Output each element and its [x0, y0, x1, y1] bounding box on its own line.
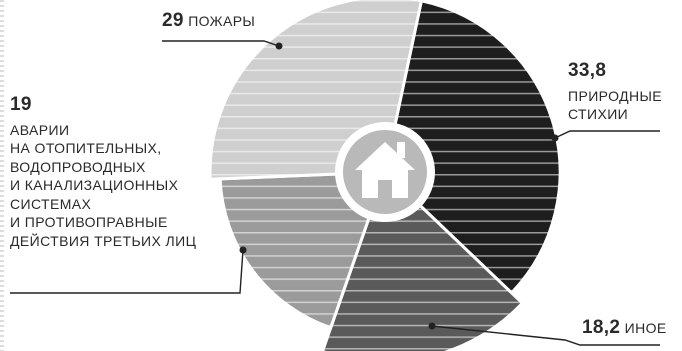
slice-nature-border [383, 0, 562, 296]
leader-nature-dot [551, 134, 559, 142]
label-nature: 33,8 ПРИРОДНЫЕ СТИХИИ [568, 60, 662, 124]
slice-accidents-border [218, 170, 388, 330]
leader-fires-dot [275, 42, 283, 50]
side-decoration-strip [0, 0, 4, 351]
leader-nature [554, 130, 660, 139]
nature-text-line2: СТИХИИ [568, 106, 629, 122]
label-accidents: 19 АВАРИИ НА ОТОПИТЕЛЬНЫХ, ВОДОПРОВОДНЫХ… [10, 94, 196, 251]
leader-other-dot [428, 322, 436, 330]
accidents-line: ВОДОПРОВОДНЫХ [10, 158, 146, 175]
accidents-value: 19 [10, 94, 32, 115]
other-value: 18,2 [582, 317, 621, 338]
other-text: ИНОЕ [624, 320, 667, 336]
accidents-line: ДЕЙСТВИЯ ТРЕТЬИХ ЛИЦ [10, 232, 197, 249]
leader-accidents-dot [239, 246, 247, 254]
accidents-line: АВАРИИ [10, 121, 70, 138]
slice-other-border [321, 169, 525, 351]
accidents-text: АВАРИИ НА ОТОПИТЕЛЬНЫХ, ВОДОПРОВОДНЫХ И … [10, 121, 196, 251]
nature-text-line1: ПРИРОДНЫЕ [568, 87, 662, 104]
slice-nature-stripes [385, 0, 561, 293]
slice-fires-border [208, 0, 424, 181]
house-chimney-icon [397, 142, 405, 158]
leader-other [431, 325, 660, 346]
accidents-line: СИСТЕМАХ [10, 195, 92, 212]
leader-fires [162, 40, 280, 47]
label-fires: 29 ПОЖАРЫ [162, 10, 255, 32]
label-other: 18,2 ИНОЕ [582, 317, 667, 339]
accidents-line: И КАНАЛИЗАЦИОННЫХ [10, 177, 179, 193]
leader-accidents [10, 249, 244, 294]
slice-nature [383, 0, 562, 296]
fires-value: 29 [162, 10, 184, 31]
fires-text: ПОЖАРЫ [188, 13, 256, 29]
accidents-line: И ПРОТИВОПРАВНЫЕ [10, 214, 168, 230]
nature-value: 33,8 [568, 60, 607, 81]
accidents-line: НА ОТОПИТЕЛЬНЫХ, [10, 140, 162, 156]
slice-accidents [218, 170, 388, 330]
